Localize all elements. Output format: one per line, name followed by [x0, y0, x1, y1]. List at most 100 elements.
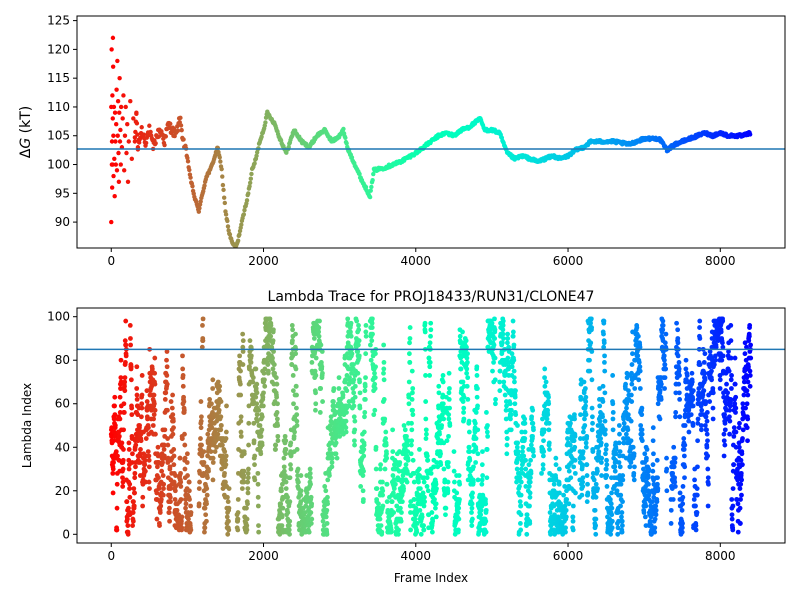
lambda-point — [506, 344, 512, 350]
lambda-point — [334, 455, 340, 461]
lambda-point — [373, 466, 379, 472]
lambda-point — [543, 379, 549, 385]
lambda-point — [196, 501, 202, 507]
lambda-point — [631, 451, 637, 457]
lambda-point — [631, 477, 637, 483]
lambda-point — [109, 425, 115, 431]
lambda-point — [244, 505, 249, 511]
lambda-point — [363, 351, 369, 357]
lambda-point — [381, 342, 387, 348]
lambda-point — [492, 327, 498, 333]
lambda-point — [595, 457, 601, 463]
lambda-point — [683, 357, 689, 363]
lambda-point — [639, 405, 645, 411]
lambda-point — [604, 442, 609, 448]
lambda-point — [411, 479, 417, 485]
lambda-point — [112, 394, 118, 400]
lambda-point — [329, 460, 335, 465]
lambda-point — [612, 468, 618, 474]
lambda-point — [139, 414, 144, 420]
lambda-point — [610, 410, 616, 415]
lambda-point — [707, 399, 713, 404]
lambda-point — [551, 481, 557, 487]
lambda-point — [397, 505, 403, 511]
lambda-point — [258, 433, 264, 439]
lambda-point — [203, 512, 209, 518]
delta-g-point — [128, 99, 133, 104]
lambda-point — [325, 477, 331, 483]
lambda-point — [697, 362, 703, 367]
lambda-point — [414, 521, 420, 526]
lambda-point — [703, 414, 709, 420]
lambda-point — [201, 449, 207, 455]
delta-g-point — [132, 135, 138, 140]
lambda-point — [512, 394, 518, 400]
lambda-point — [428, 320, 434, 326]
lambda-point — [170, 431, 176, 437]
lambda-point — [121, 401, 127, 407]
lambda-point — [728, 323, 734, 328]
lambda-point — [348, 329, 353, 335]
delta-g-point — [122, 133, 128, 138]
lambda-point — [603, 451, 608, 457]
lambda-point — [732, 381, 738, 387]
lambda-point — [583, 403, 588, 409]
lambda-point — [681, 436, 687, 441]
lambda-point — [274, 416, 280, 422]
lambda-point — [372, 386, 378, 391]
lambda-point — [250, 375, 256, 381]
delta-g-point — [252, 161, 257, 166]
delta-g-point — [196, 209, 202, 214]
delta-g-point — [123, 104, 128, 110]
lambda-point — [501, 379, 507, 385]
lambda-point — [556, 481, 562, 487]
lambda-point — [237, 381, 243, 387]
lambda-point — [517, 521, 523, 526]
lambda-point — [182, 431, 187, 437]
lambda-point — [492, 355, 498, 361]
lambda-point — [235, 510, 241, 515]
lambda-point — [655, 401, 661, 407]
lambda-point — [616, 440, 622, 446]
lambda-point — [460, 379, 466, 385]
lambda-point — [164, 357, 169, 363]
lambda-point — [609, 512, 615, 518]
lambda-point — [641, 466, 646, 472]
lambda-point — [662, 386, 667, 391]
lambda-point — [469, 501, 475, 507]
lambda-point — [167, 518, 172, 524]
lambda-point — [137, 460, 143, 465]
delta-g-point — [131, 116, 136, 121]
lambda-point — [405, 449, 411, 455]
lambda-point — [179, 514, 185, 520]
lambda-point — [511, 342, 517, 348]
lambda-point — [373, 351, 378, 357]
lambda-point — [721, 453, 727, 459]
delta-g-point — [188, 175, 193, 180]
lambda-point — [490, 368, 495, 374]
lambda-point — [331, 403, 337, 409]
lambda-point — [608, 501, 614, 507]
lambda-point — [582, 386, 588, 391]
lambda-point — [679, 529, 685, 535]
lambda-point — [737, 420, 742, 426]
lambda-point — [248, 359, 254, 365]
lambda-point — [255, 503, 261, 509]
lambda-point — [704, 431, 710, 437]
lambda-point — [319, 349, 325, 354]
lambda-point — [351, 377, 357, 383]
lambda-point — [285, 510, 291, 515]
lambda-point — [349, 370, 354, 376]
lambda-point — [138, 447, 143, 452]
lambda-point — [661, 353, 667, 359]
lambda-point — [298, 488, 304, 494]
lambda-point — [584, 499, 590, 505]
lambda-point — [391, 486, 397, 492]
lambda-point — [409, 427, 415, 433]
lambda-point — [646, 481, 651, 487]
lambda-point — [124, 499, 130, 505]
lambda-point — [129, 460, 135, 465]
delta-g-point — [218, 159, 223, 164]
lambda-point — [670, 497, 676, 502]
